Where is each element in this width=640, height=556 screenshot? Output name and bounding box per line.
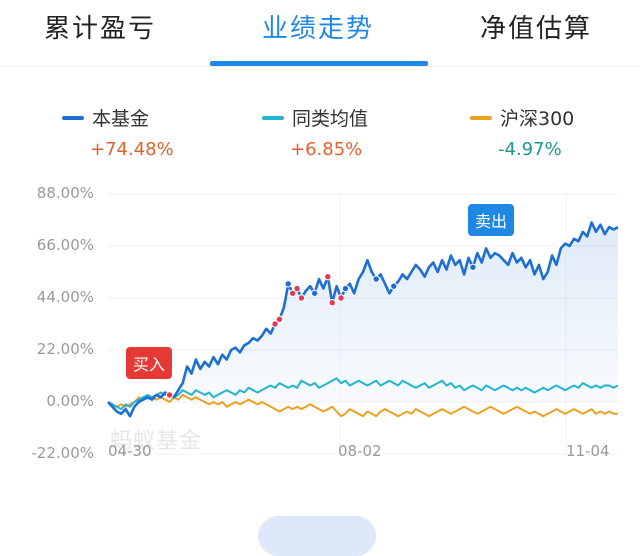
sell-point-dot[interactable] [311,290,317,296]
buy-point-dot[interactable] [338,295,344,301]
fund-area-fill [108,222,618,416]
sell-point-dot[interactable] [342,285,348,291]
x-tick-end: 11-04 [566,442,610,460]
buy-point-dot[interactable] [325,274,331,280]
buy-point-dot[interactable] [276,316,282,322]
buy-point-dot[interactable] [166,392,172,398]
sell-point-dot[interactable] [285,281,291,287]
sell-point-dot[interactable] [470,264,476,270]
buy-marker-badge[interactable]: 买入 [126,347,172,379]
sell-point-dot[interactable] [391,283,397,289]
buy-point-dot[interactable] [329,300,335,306]
x-tick-start: 04-30 [108,442,152,460]
x-tick-mid: 08-02 [338,442,382,460]
performance-chart[interactable] [0,0,640,531]
bottom-period-selector[interactable] [258,516,376,556]
sell-marker-badge[interactable]: 卖出 [468,204,514,236]
sell-point-dot[interactable] [373,276,379,282]
buy-point-dot[interactable] [298,295,304,301]
buy-point-dot[interactable] [294,285,300,291]
